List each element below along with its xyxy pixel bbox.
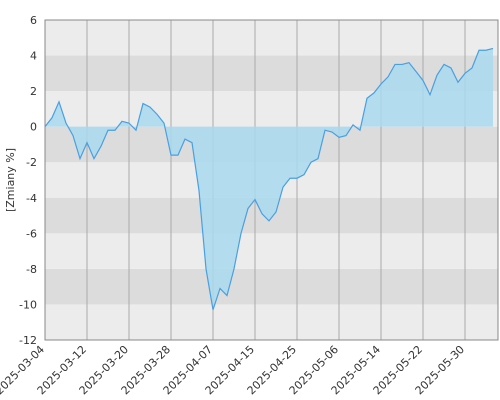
line — [44, 47, 494, 310]
grid-band — [45, 233, 498, 269]
plot-border — [44, 19, 499, 341]
y-tick-label: 4 — [30, 50, 37, 63]
y-tick-label: -12 — [19, 334, 37, 347]
y-tick-label: -10 — [19, 298, 37, 311]
y-tick-label: 2 — [30, 85, 37, 98]
grid-band — [45, 55, 498, 92]
y-tick-label: 0 — [30, 121, 37, 134]
y-tick-label: 6 — [30, 14, 37, 27]
y-tick-label: -4 — [26, 192, 37, 205]
grid-band — [45, 20, 498, 56]
y-axis-label: [Zmiany %] — [4, 148, 17, 212]
area — [45, 48, 493, 310]
y-tick-label: -8 — [26, 263, 37, 276]
grid-band — [45, 268, 498, 305]
y-tick-label: -2 — [26, 156, 37, 169]
y-tick-label: -6 — [26, 227, 37, 240]
grid-band — [45, 304, 498, 340]
